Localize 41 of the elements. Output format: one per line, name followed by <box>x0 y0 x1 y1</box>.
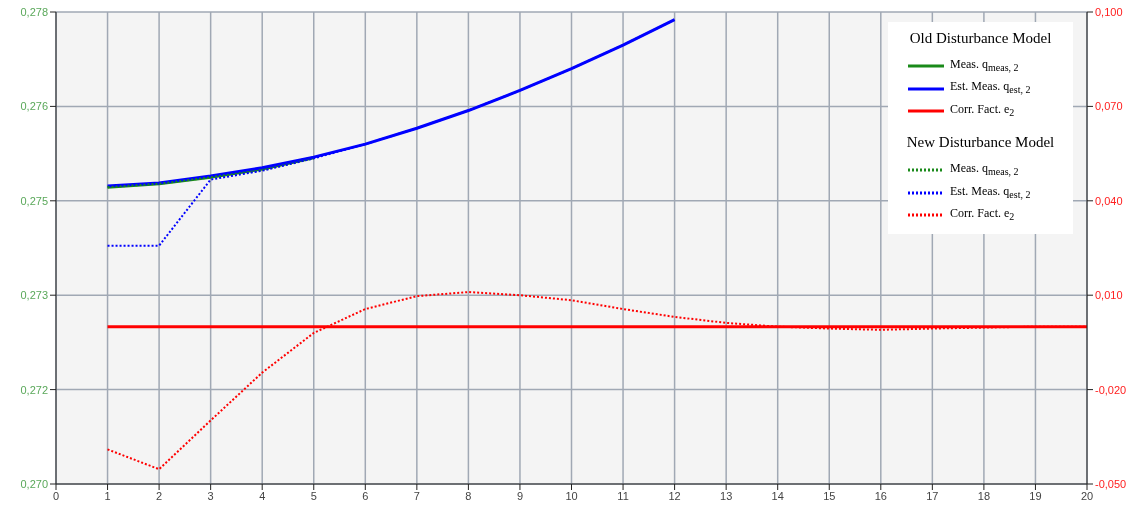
annotation: New Disturbance Model <box>905 134 1056 152</box>
x-tick-label: 17 <box>926 489 939 502</box>
x-tick-label: 7 <box>413 489 420 502</box>
legend-label: Meas. q$_{meas, 2}$ <box>950 56 1019 76</box>
legend-label: Corr. Fact. e$_{2}$ <box>950 204 1015 225</box>
x-tick-label: 12 <box>668 489 681 502</box>
legend-label: Est. Meas. q$_{est, 2}$ <box>950 182 1031 202</box>
x-tick-label: 2 <box>156 489 163 502</box>
legend-label: Meas. q$_{meas, 2}$ <box>950 160 1019 180</box>
x-tick-label: 10 <box>565 489 578 502</box>
x-tick-label: 8 <box>465 489 472 502</box>
x-tick-label: 18 <box>977 489 991 502</box>
x-tick-label: 5 <box>310 489 317 502</box>
y-tick-label: 0,278 <box>20 5 48 18</box>
x-tick-label: 1 <box>104 489 111 502</box>
x-tick-label: 14 <box>771 489 784 502</box>
y2-tick-label: 0,100 <box>1095 5 1123 18</box>
y-tick-label: 0,275 <box>20 194 48 207</box>
x-tick-label: 15 <box>823 489 836 502</box>
y-tick-label: 0,273 <box>20 289 48 302</box>
x-tick-label: 9 <box>516 489 524 502</box>
y-tick-label: 0,272 <box>20 383 48 396</box>
x-tick-label: 6 <box>362 489 369 502</box>
y2-tick-label: 0,070 <box>1095 100 1123 113</box>
y2-tick-label: 0,040 <box>1095 194 1123 207</box>
x-tick-label: 16 <box>874 489 887 502</box>
x-tick-label: 20 <box>1080 489 1094 502</box>
y2-tick-label: 0,010 <box>1095 289 1123 302</box>
x-tick-label: 11 <box>617 489 629 502</box>
legend-label: Est. Meas. q$_{est, 2}$ <box>950 78 1031 98</box>
y2-tick-label: -0,020 <box>1095 383 1127 396</box>
x-tick-label: 13 <box>720 489 733 502</box>
y2-tick-label: -0,050 <box>1095 477 1127 490</box>
y-tick-label: 0,270 <box>20 477 48 490</box>
x-tick-label: 0 <box>52 489 60 502</box>
x-tick-label: 19 <box>1029 489 1042 502</box>
legend-title: Old Disturbance Model <box>908 30 1053 47</box>
x-tick-label: 4 <box>259 489 266 502</box>
x-tick-label: 3 <box>207 489 214 502</box>
legend-label: Corr. Fact. e$_{2}$ <box>950 100 1015 121</box>
y-tick-label: 0,276 <box>20 100 48 113</box>
